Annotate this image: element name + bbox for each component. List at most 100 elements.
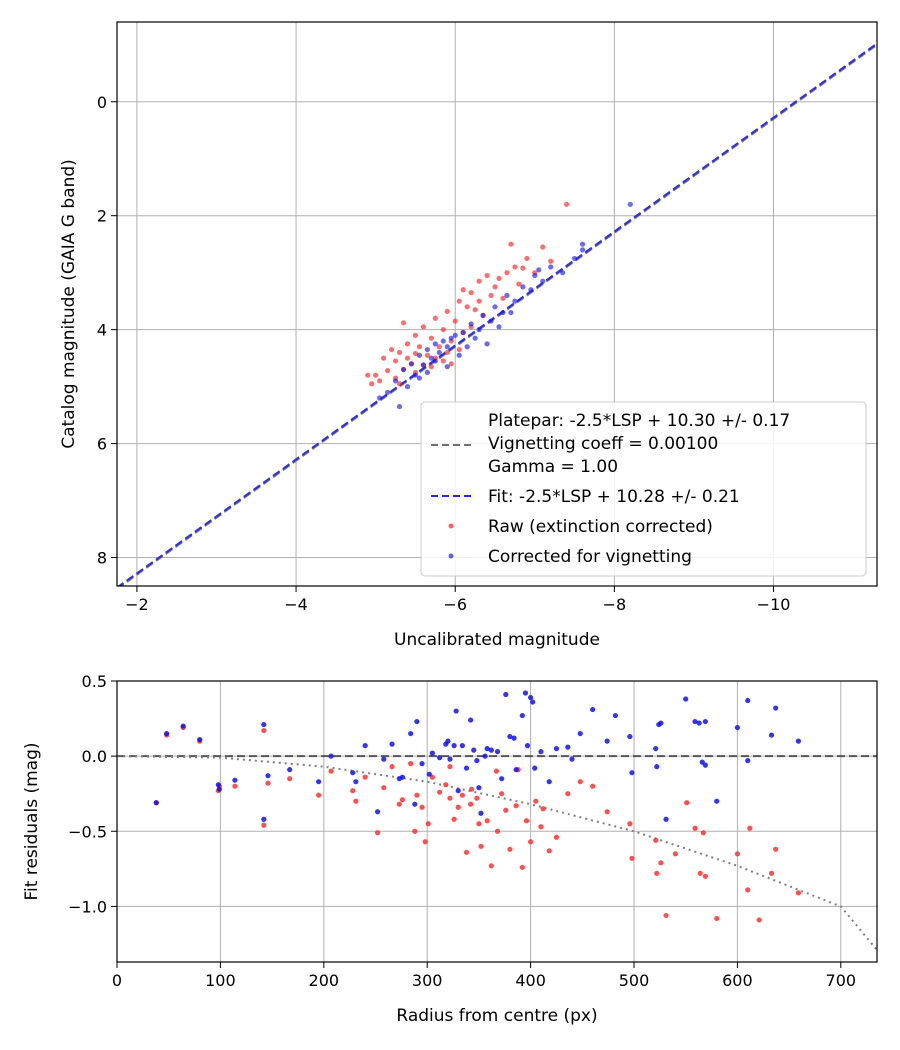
raw-point [377,378,383,384]
raw-point [468,290,474,296]
corrected-point [476,327,482,333]
bottom-x-axis-label: Radius from centre (px) [396,1006,597,1026]
x-tick-label: 300 [412,971,443,990]
corrected-point [696,720,702,726]
corrected-point [440,338,446,344]
raw-point [469,786,475,792]
raw-point [384,368,391,374]
corrected-point [503,691,509,698]
corrected-point [316,779,322,785]
corrected-point [412,801,418,807]
corrected-point [328,753,334,759]
raw-point [472,307,478,313]
corrected-point [453,708,459,714]
corrected-point [216,786,222,792]
corrected-point [460,329,466,336]
raw-series [153,724,802,923]
raw-point [365,372,371,378]
raw-point [604,809,610,815]
raw-point [456,298,462,304]
raw-point [654,870,660,876]
raw-point [396,349,403,356]
raw-point [437,789,443,795]
corrected-point [452,332,458,338]
top-plot-content [117,42,877,586]
raw-point [700,830,706,836]
raw-point [381,785,387,791]
corrected-point [504,292,510,299]
corrected-point [153,800,159,806]
corrected-point [429,750,435,756]
corrected-point [569,756,575,762]
x-tick-label: 100 [205,971,236,990]
raw-point [496,275,502,281]
raw-point [455,804,461,810]
corrected-point [261,816,267,822]
raw-point [412,350,419,357]
corrected-point [476,785,482,791]
raw-point [503,807,509,813]
y-tick-label: −1.0 [68,897,107,916]
raw-point [577,779,583,785]
residuals-chart: 0 100 200 300 400 500 600 700 0.5 0.0 −0.5 −1.0 Rad… [22,672,878,1026]
raw-point [404,341,411,347]
raw-point [565,791,571,797]
y-tick-label: 6 [97,435,107,454]
raw-point [747,825,753,831]
corrected-point [215,782,221,788]
corrected-point [538,749,544,755]
corrected-point [507,733,513,740]
raw-point [444,308,450,315]
corrected-point [553,746,560,752]
raw-point [428,364,434,370]
corrected-point [496,324,502,330]
raw-point [548,258,554,264]
raw-point [533,798,539,804]
bottom-plot-content [117,690,877,951]
raw-point [484,818,490,824]
corrected-point [445,738,451,744]
legend-corrected-marker [448,553,454,559]
corrected-point [745,758,751,764]
legend-corrected-label: Corrected for vignetting [488,547,692,567]
corrected-point [424,346,430,353]
raw-point [460,287,466,293]
raw-point [464,304,470,310]
corrected-point [416,352,423,358]
corrected-point [474,758,480,764]
corrected-point [653,746,659,752]
raw-point [508,241,514,247]
corrected-point [512,298,518,304]
raw-point [520,265,526,271]
corrected-point [548,264,554,270]
raw-point [546,848,552,854]
corrected-point [412,372,419,378]
corrected-point [384,389,391,395]
legend-box [420,401,867,577]
y-tick-label: 2 [97,207,107,226]
corrected-point [508,309,514,316]
raw-point [524,255,530,262]
corrected-point [658,720,664,726]
corrected-point [488,318,494,324]
corrected-point [436,349,442,356]
corrected-point [484,746,490,752]
corrected-point [472,335,478,341]
raw-point [512,264,518,270]
corrected-point [400,366,407,373]
corrected-point [795,738,802,744]
raw-point [756,917,762,923]
raw-point [494,828,501,834]
corrected-point [528,287,534,293]
raw-point [424,352,430,358]
x-tick-label: −6 [443,595,467,614]
raw-point [663,912,669,919]
raw-point [448,361,454,367]
raw-point [287,776,293,782]
raw-point [672,851,678,857]
raw-point [528,839,534,845]
corrected-point [377,395,383,401]
raw-point [714,915,720,922]
corrected-point [428,355,434,361]
